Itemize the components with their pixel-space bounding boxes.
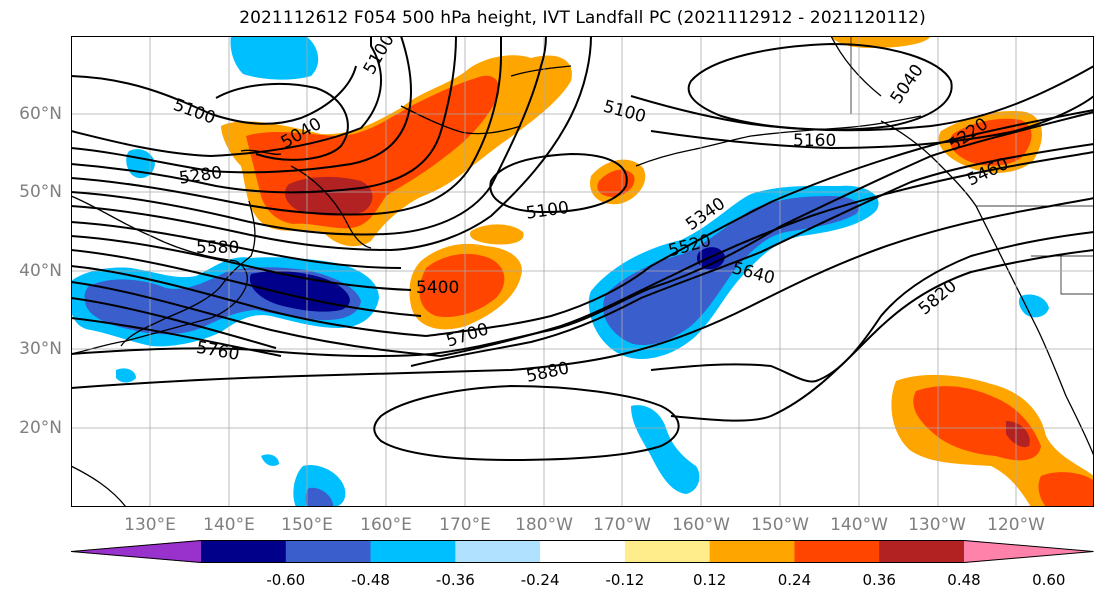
- colorbar-extend-high: [964, 540, 1094, 563]
- lon-tick-label: 170°E: [439, 515, 491, 535]
- colorbar-segment: [455, 540, 541, 563]
- colorbar-tick-label: -0.48: [351, 571, 390, 589]
- colorbar-segment: [201, 540, 287, 563]
- lon-tick-label: 130°W: [908, 515, 966, 535]
- colorbar-tick-label: -0.36: [435, 571, 475, 589]
- map-panel: 5100 5040 5100 5100 5160 5040 5220 5160 …: [71, 36, 1094, 507]
- lon-tick-label: 150°E: [281, 515, 333, 535]
- colorbar-tick-label: -0.12: [605, 571, 645, 589]
- colorbar-tick-label: 0.12: [692, 571, 727, 589]
- lon-tick-label: 170°W: [593, 515, 651, 535]
- colorbar-tick-label: 0.48: [947, 571, 981, 589]
- colorbar-extend-low: [71, 540, 201, 563]
- colorbar: [71, 540, 1094, 563]
- colorbar-tick-label: 0.36: [862, 571, 896, 589]
- map-title: 2021112612 F054 500 hPa height, IVT Land…: [239, 8, 926, 28]
- colorbar-segment: [540, 540, 626, 563]
- lat-tick-label: 30°N: [19, 339, 62, 359]
- political-borders: [850, 36, 1094, 295]
- lon-tick-label: 140°E: [203, 515, 255, 535]
- lat-tick-label: 60°N: [19, 104, 62, 124]
- positive-anomaly-gulf: [590, 159, 646, 205]
- lon-tick-label: 140°W: [830, 515, 888, 535]
- contour-label: 5400: [416, 278, 459, 298]
- colorbar-segment: [709, 540, 795, 563]
- positive-anomaly-subtropical-east: [891, 374, 1094, 507]
- lon-tick-label: 150°W: [751, 515, 809, 535]
- lon-tick-label: 180°W: [515, 515, 573, 535]
- colorbar-segment: [370, 540, 456, 563]
- colorbar-tick-label: -0.60: [266, 571, 306, 589]
- contour-label: 5160: [793, 131, 836, 151]
- colorbar-tick-label: 0.24: [777, 571, 812, 589]
- lat-tick-label: 20°N: [19, 418, 62, 438]
- contour-label: 5580: [196, 238, 239, 258]
- colorbar-outline: [71, 540, 1094, 563]
- colorbar-segment: [624, 540, 711, 563]
- lat-tick-label: 50°N: [19, 182, 62, 202]
- graticule: [71, 36, 1094, 507]
- colorbar-segment: [285, 540, 372, 563]
- colorbar-tick-label: 0.60: [1032, 571, 1066, 589]
- colorbar-segment: [794, 540, 880, 563]
- lat-tick-label: 40°N: [19, 261, 62, 281]
- lon-tick-label: 160°W: [672, 515, 730, 535]
- positive-anomaly-central-pacific: [409, 224, 524, 330]
- lon-tick-label: 160°E: [360, 515, 412, 535]
- colorbar-segment: [879, 540, 965, 563]
- height-contours: [71, 36, 1094, 462]
- colorbar-tick-label: -0.24: [520, 571, 560, 589]
- lon-tick-label: 120°W: [987, 515, 1045, 535]
- lon-tick-label: 130°E: [124, 515, 176, 535]
- map-frame: [71, 36, 1094, 507]
